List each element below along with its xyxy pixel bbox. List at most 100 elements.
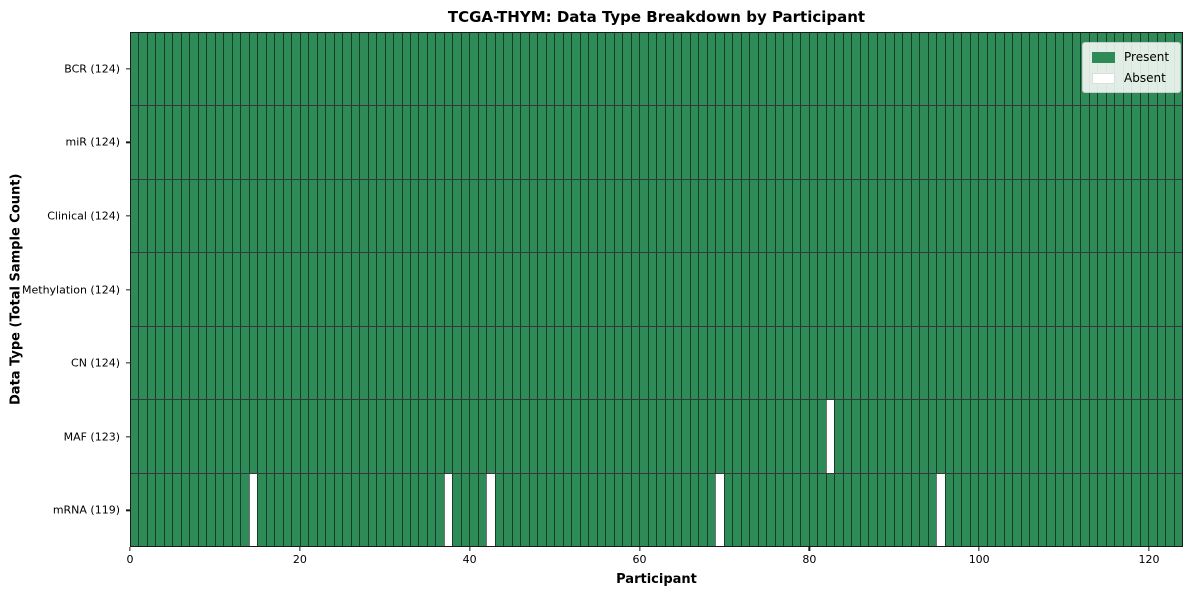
cell (197, 253, 207, 326)
cell (435, 326, 444, 400)
cell (1037, 253, 1047, 326)
cell (1037, 400, 1047, 473)
cell (1046, 473, 1055, 546)
cell (1165, 253, 1174, 326)
cell (774, 473, 784, 546)
cell (825, 400, 835, 473)
cell (749, 473, 758, 546)
cell (774, 106, 784, 179)
cell (859, 33, 869, 106)
cell (588, 326, 597, 400)
cell (197, 106, 207, 179)
cell (333, 326, 343, 400)
cell (885, 33, 894, 106)
cell (944, 473, 953, 546)
cell (520, 253, 529, 326)
cell (825, 473, 835, 546)
cell (393, 33, 402, 106)
cell (808, 400, 818, 473)
cell (367, 473, 377, 546)
cell (350, 179, 360, 253)
cell (223, 33, 232, 106)
cell (1020, 33, 1030, 106)
cell (511, 253, 521, 326)
cell (460, 106, 470, 179)
cell (503, 179, 512, 253)
cell (834, 253, 843, 326)
cell (596, 33, 606, 106)
cell (274, 33, 283, 106)
cell (223, 106, 232, 179)
cell (477, 179, 487, 253)
cell (308, 106, 317, 179)
x-tick-mark (638, 547, 641, 551)
cell (927, 106, 937, 179)
cell (825, 326, 835, 400)
cell (376, 253, 385, 326)
cell (299, 179, 309, 253)
cell (443, 326, 453, 400)
cell (766, 106, 775, 179)
cell (1046, 179, 1055, 253)
cell (265, 473, 275, 546)
x-tick-mark (808, 547, 810, 551)
cell (554, 326, 563, 400)
cell (1097, 106, 1106, 179)
cell (639, 400, 648, 473)
cell (630, 473, 640, 546)
cell (189, 179, 198, 253)
cell (664, 106, 673, 179)
cell (511, 326, 521, 400)
x-tick-mark (129, 547, 131, 551)
cell (1139, 326, 1149, 400)
cell (274, 400, 283, 473)
cell (757, 253, 767, 326)
cell (1037, 33, 1047, 106)
cell (511, 473, 521, 546)
cell (1003, 179, 1013, 253)
cell (265, 179, 275, 253)
cell (409, 253, 419, 326)
cell (562, 106, 572, 179)
cell (409, 106, 419, 179)
cell (579, 106, 589, 179)
cell (740, 473, 750, 546)
cell (367, 106, 377, 179)
cell (927, 326, 937, 400)
cell (554, 179, 563, 253)
cell (876, 253, 886, 326)
cell (494, 33, 504, 106)
cell (1029, 400, 1038, 473)
cell (689, 400, 699, 473)
cell (791, 473, 801, 546)
cell (189, 473, 198, 546)
cell (265, 400, 275, 473)
cell (1122, 326, 1132, 400)
cell (698, 106, 707, 179)
cell (740, 106, 750, 179)
cell (1029, 33, 1038, 106)
cell (503, 400, 512, 473)
cell (240, 326, 249, 400)
cell (409, 179, 419, 253)
cell (189, 326, 198, 400)
cell (562, 473, 572, 546)
cell (1003, 33, 1013, 106)
cell (673, 473, 682, 546)
chart-title: TCGA-THYM: Data Type Breakdown by Partic… (447, 8, 866, 26)
cell (180, 400, 190, 473)
cell (605, 473, 614, 546)
x-tick-label: 120 (1138, 553, 1160, 566)
cell (732, 33, 741, 106)
cell (969, 33, 979, 106)
cell (868, 106, 877, 179)
cell (316, 400, 326, 473)
cell (197, 179, 207, 253)
cell (528, 326, 538, 400)
cell (333, 473, 343, 546)
cell (571, 253, 580, 326)
cell (316, 326, 326, 400)
cell (376, 106, 385, 179)
cell (333, 400, 343, 473)
cell (868, 400, 877, 473)
